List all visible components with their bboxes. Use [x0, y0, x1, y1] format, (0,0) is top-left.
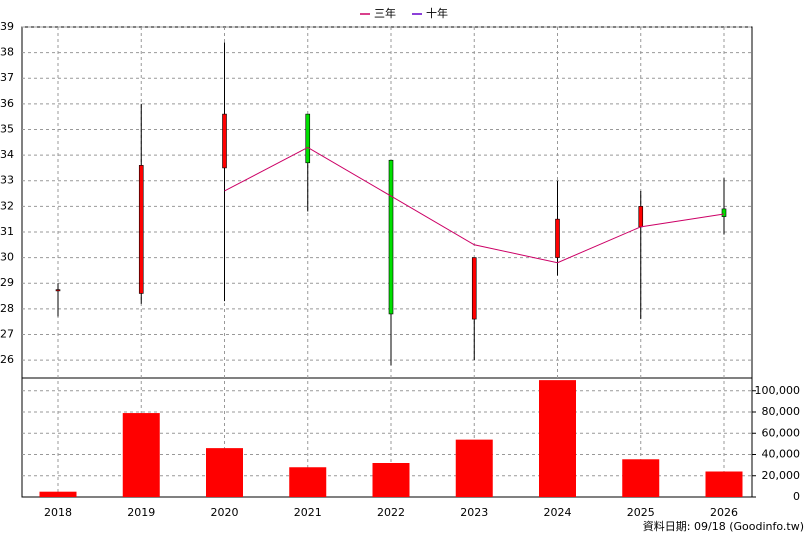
x-tick-label: 2023 — [460, 506, 488, 519]
y2-tick-label: 80,000 — [762, 405, 801, 418]
y-tick-label: 31 — [0, 225, 14, 238]
y-tick-label: 39 — [0, 20, 14, 33]
volume-bar — [455, 439, 493, 497]
candle-body — [721, 208, 727, 217]
volume-bar — [122, 413, 160, 497]
x-tick-label: 2021 — [294, 506, 322, 519]
source-note: 資料日期: 09/18 (Goodinfo.tw) — [643, 519, 804, 533]
x-tick-label: 2026 — [710, 506, 738, 519]
x-tick-label: 2018 — [44, 506, 72, 519]
candle-body — [305, 113, 311, 164]
volume-bar — [372, 463, 410, 497]
y-tick-label: 33 — [0, 174, 14, 187]
y-tick-label: 34 — [0, 148, 14, 161]
volume-bar — [622, 459, 660, 497]
y-tick-label: 27 — [0, 327, 14, 340]
x-tick-label: 2022 — [377, 506, 405, 519]
y-tick-label: 26 — [0, 353, 14, 366]
y2-tick-label: 20,000 — [762, 469, 801, 482]
y2-tick-label: 40,000 — [762, 448, 801, 461]
y-tick-label: 35 — [0, 122, 14, 135]
y-tick-label: 29 — [0, 276, 14, 289]
y2-tick-label: 100,000 — [755, 384, 801, 397]
candle-body — [638, 206, 644, 228]
candle-body — [55, 289, 61, 292]
legend-label: 三年 — [374, 6, 396, 20]
volume-bar — [206, 448, 243, 497]
candle-body — [388, 159, 394, 315]
x-tick-label: 2024 — [544, 506, 572, 519]
x-tick-label: 2025 — [627, 506, 655, 519]
x-tick-label: 2020 — [211, 506, 239, 519]
y-tick-label: 32 — [0, 199, 14, 212]
volume-bar — [289, 467, 327, 497]
legend-label: 十年 — [426, 6, 448, 20]
volume-bar — [39, 491, 77, 497]
y2-tick-label: 60,000 — [762, 426, 801, 439]
volume-bar — [539, 380, 576, 497]
y-tick-label: 30 — [0, 251, 14, 264]
y-tick-label: 38 — [0, 46, 14, 59]
candle-body — [555, 218, 560, 258]
candle-body — [471, 257, 477, 320]
candle-body — [222, 113, 227, 169]
line-series — [224, 146, 725, 264]
y2-tick-label: 0 — [793, 490, 800, 503]
volume-bar — [705, 471, 743, 497]
y-tick-label: 37 — [0, 71, 14, 84]
y-tick-label: 28 — [0, 302, 14, 315]
y-tick-label: 36 — [0, 97, 14, 110]
candle-body — [138, 165, 144, 294]
x-tick-label: 2019 — [127, 506, 155, 519]
